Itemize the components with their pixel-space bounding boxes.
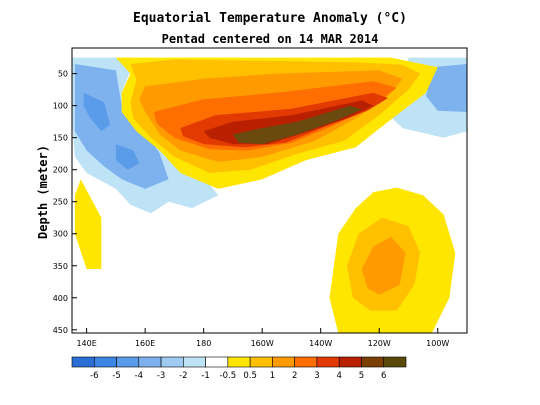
colorbar-label-4: -2	[179, 371, 187, 381]
y-tick-label-4: 250	[53, 198, 68, 207]
chart-title: Equatorial Temperature Anomaly (°C)	[133, 11, 407, 26]
colorbar-label-7: 0.5	[243, 371, 257, 381]
y-tick-label-3: 200	[53, 166, 68, 175]
anomaly-region-5	[115, 144, 140, 170]
y-tick-label-6: 350	[53, 262, 68, 271]
y-axis-label: Depth (meter)	[36, 145, 50, 239]
chart-subtitle: Pentad centered on 14 MAR 2014	[162, 32, 379, 46]
anomaly-region-2	[74, 64, 169, 189]
anomaly-region-6	[74, 179, 102, 269]
x-axis: 140E 160E 180 160W 140W 120W 100W	[76, 328, 449, 348]
colorbar-swatch-6	[205, 356, 229, 368]
x-tick-label-1: 160E	[135, 339, 155, 348]
x-tick-label-6: 100W	[426, 339, 449, 348]
colorbar-swatch-4	[160, 356, 184, 368]
anomaly-field	[72, 57, 467, 333]
colorbar-label-6: -0.5	[220, 371, 237, 381]
anomaly-region-3	[426, 64, 467, 112]
colorbar-swatch-7	[227, 356, 251, 368]
colorbar-label-13: 6	[381, 371, 386, 381]
y-tick-label-1: 100	[53, 102, 68, 111]
colorbar-swatch-1	[93, 356, 117, 368]
y-axis: 50 100 150 200 250 300 350 400 450	[53, 70, 77, 335]
x-tick-label-2: 180	[196, 339, 211, 348]
colorbar-swatch-12	[338, 356, 362, 368]
colorbar-swatch-2	[116, 356, 140, 368]
colorbar-swatch-11	[316, 356, 340, 368]
colorbar-label-11: 4	[336, 371, 341, 381]
x-tick-label-3: 160W	[251, 339, 274, 348]
x-tick-label-4: 140W	[309, 339, 332, 348]
colorbar-label-10: 3	[314, 371, 319, 381]
colorbar-swatch-14	[383, 356, 407, 368]
colorbar: -6 -5 -4 -3 -2 -1 -0.5 0.5 1 2 3 4 5 6	[71, 356, 407, 381]
y-tick-label-7: 400	[53, 294, 68, 303]
anomaly-region-16	[232, 105, 362, 145]
colorbar-swatch-0	[71, 356, 95, 368]
colorbar-label-3: -3	[157, 371, 165, 381]
colorbar-label-0: -6	[90, 371, 98, 381]
anomaly-region-12	[361, 236, 406, 295]
colorbar-swatch-8	[249, 356, 273, 368]
colorbar-label-5: -1	[201, 371, 209, 381]
y-tick-label-2: 150	[53, 134, 68, 143]
y-tick-label-5: 300	[53, 230, 68, 239]
colorbar-label-1: -5	[112, 371, 120, 381]
anomaly-region-4	[83, 92, 110, 132]
plot-frame	[71, 47, 468, 334]
x-tick-label-5: 120W	[368, 339, 391, 348]
y-tick-label-8: 450	[53, 326, 68, 335]
y-tick-label-0: 50	[58, 70, 68, 79]
colorbar-swatch-10	[294, 356, 318, 368]
colorbar-label-2: -4	[135, 371, 143, 381]
colorbar-swatch-9	[272, 356, 295, 368]
colorbar-label-8: 1	[270, 371, 275, 381]
colorbar-label-9: 2	[292, 371, 297, 381]
colorbar-swatch-13	[361, 356, 385, 368]
x-tick-label-0: 140E	[76, 339, 96, 348]
colorbar-label-12: 5	[359, 371, 364, 381]
colorbar-swatch-5	[183, 356, 206, 368]
colorbar-swatch-3	[138, 356, 162, 368]
